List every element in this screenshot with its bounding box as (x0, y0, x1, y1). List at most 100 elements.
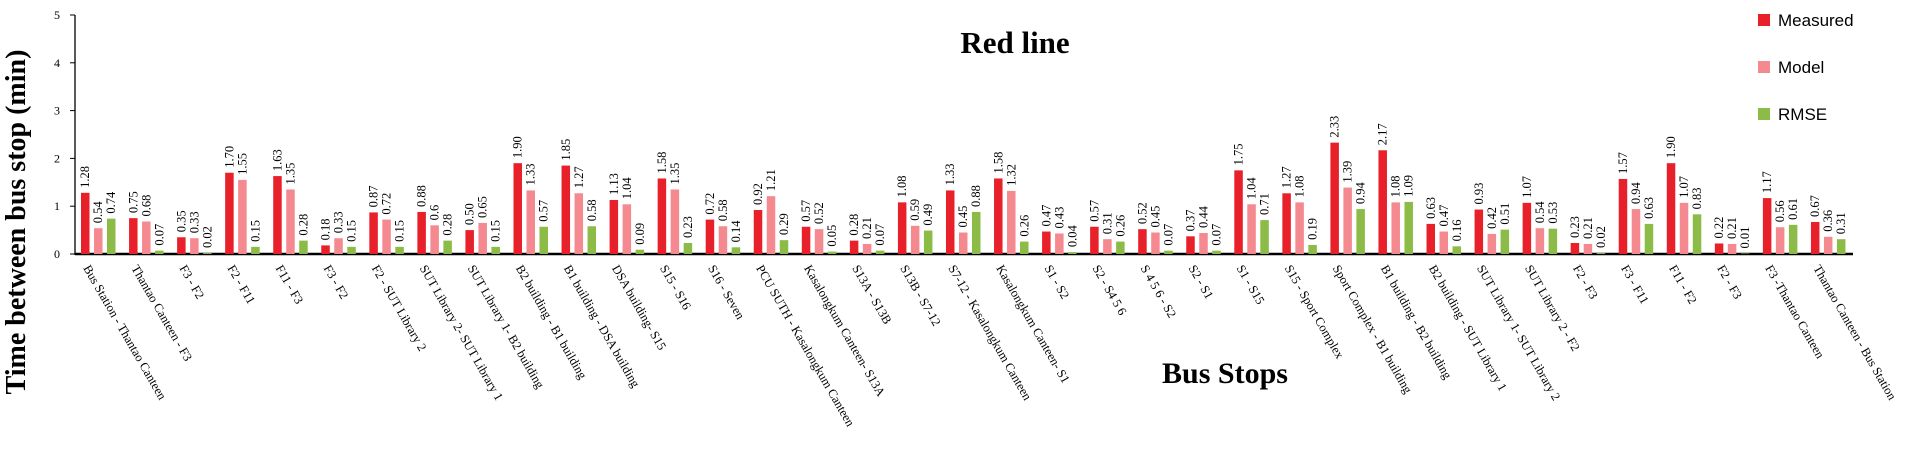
data-label-rmse: 0.02 (1594, 226, 1608, 248)
bar-measured (1666, 163, 1676, 254)
bar-model (622, 204, 632, 254)
bar-model (334, 238, 343, 254)
bar-model (574, 193, 584, 254)
bar-model (430, 225, 439, 254)
x-axis-title: Bus Stops (1162, 357, 1288, 390)
data-label-measured: 0.57 (1087, 200, 1101, 222)
y-tick-label: 5 (54, 8, 60, 22)
data-label-model: 0.42 (1485, 207, 1499, 229)
bar-measured (1714, 243, 1724, 254)
bar-rmse (827, 251, 837, 254)
data-label-rmse: 0.53 (1546, 202, 1560, 224)
data-label-measured: 2.33 (1328, 116, 1342, 138)
y-tick-label: 1 (54, 199, 60, 213)
bar-rmse (1836, 239, 1846, 254)
y-tick-label: 0 (54, 247, 60, 261)
data-label-measured: 1.58 (655, 152, 669, 174)
data-label-model: 1.35 (283, 163, 297, 185)
data-label-rmse: 0.07 (152, 224, 166, 246)
bar-measured (849, 240, 859, 254)
data-label-model: 1.08 (1293, 176, 1307, 198)
data-label-model: 0.6 (428, 205, 442, 221)
data-label-rmse: 0.02 (200, 226, 214, 248)
bar-rmse (1260, 220, 1269, 254)
data-label-measured: 2.17 (1376, 123, 1390, 145)
data-label-rmse: 0.16 (1450, 219, 1464, 241)
bar-rmse (731, 247, 741, 254)
data-label-measured: 0.37 (1183, 209, 1197, 231)
y-tick-label: 4 (54, 56, 60, 70)
data-label-measured: 1.58 (991, 152, 1005, 174)
data-label-rmse: 0.15 (345, 220, 359, 242)
category-label: F2 - SUT Library 2 (369, 263, 430, 354)
data-label-measured: 0.88 (415, 185, 429, 207)
data-label-model: 0.43 (1052, 207, 1066, 229)
bar-rmse (1788, 224, 1798, 254)
data-label-rmse: 1.09 (1402, 175, 1416, 197)
bar-measured (177, 237, 186, 254)
legend-swatch-rmse (1758, 108, 1770, 120)
legend-label-rmse: RMSE (1778, 105, 1827, 124)
category-label: SUT Library 2- SUT Library 1 (417, 263, 506, 403)
bar-rmse (1500, 229, 1510, 254)
bar-model (94, 228, 103, 254)
category-label: S7-12 - Kasalongkum Canteen (945, 263, 1034, 404)
bar-rmse (107, 218, 116, 254)
bar-rmse (875, 250, 885, 254)
data-label-rmse: 0.49 (921, 204, 935, 226)
bar-rmse (635, 249, 645, 254)
bar-model (1727, 243, 1737, 254)
bar-measured (1570, 243, 1580, 254)
data-label-rmse: 0.94 (1354, 181, 1368, 204)
data-label-model: 0.44 (1196, 205, 1210, 228)
category-label: Bus Station - Thantao Canteen (80, 263, 169, 403)
bar-model (958, 232, 968, 254)
y-tick-label: 2 (54, 151, 60, 165)
bar-rmse (443, 240, 452, 254)
bar-model (814, 229, 824, 254)
data-label-rmse: 0.26 (1017, 215, 1031, 237)
data-label-rmse: 0.74 (104, 191, 118, 214)
data-label-model: 0.94 (1629, 181, 1643, 204)
bar-measured (321, 245, 330, 254)
bar-rmse (1740, 253, 1750, 255)
data-label-rmse: 0.07 (1209, 224, 1223, 246)
data-label-rmse: 0.15 (393, 220, 407, 242)
bar-rmse (779, 240, 789, 254)
data-label-rmse: 0.57 (537, 200, 551, 222)
data-label-measured: 0.57 (799, 200, 813, 222)
data-label-rmse: 0.05 (825, 225, 839, 247)
bar-measured (945, 190, 955, 254)
data-label-measured: 1.08 (895, 176, 909, 198)
bar-measured (657, 178, 667, 254)
data-label-model: 0.33 (187, 211, 201, 233)
data-label-measured: 1.57 (1616, 152, 1630, 174)
data-label-rmse: 0.88 (969, 185, 983, 207)
data-label-measured: 1.90 (511, 136, 525, 158)
data-label-measured: 0.93 (1472, 183, 1486, 205)
data-label-model: 0.52 (812, 202, 826, 224)
category-label: PCU SUTH - Kasalongkum Canteen (753, 263, 858, 430)
data-label-measured: 1.13 (607, 173, 621, 195)
data-label-model: 1.55 (235, 153, 249, 175)
data-label-model: 0.58 (716, 199, 730, 221)
category-label: S1 - S15 (1234, 263, 1268, 307)
data-label-measured: 0.18 (319, 219, 333, 241)
bar-rmse (155, 250, 164, 254)
bar-model (190, 238, 199, 254)
data-label-rmse: 0.26 (1113, 215, 1127, 237)
bar-rmse (347, 246, 356, 254)
bar-model (1775, 227, 1785, 254)
bar-measured (225, 172, 234, 254)
data-label-model: 0.56 (1773, 200, 1787, 222)
data-label-model: 0.59 (908, 199, 922, 221)
data-label-rmse: 0.07 (1161, 224, 1175, 246)
data-label-rmse: 0.01 (1738, 227, 1752, 249)
legend: Measured Model RMSE (1758, 11, 1854, 124)
data-label-model: 0.65 (476, 196, 490, 218)
bar-model (1055, 233, 1064, 254)
bar-model (1391, 202, 1400, 254)
data-label-measured: 1.85 (559, 139, 573, 161)
data-label-measured: 0.72 (703, 193, 717, 215)
